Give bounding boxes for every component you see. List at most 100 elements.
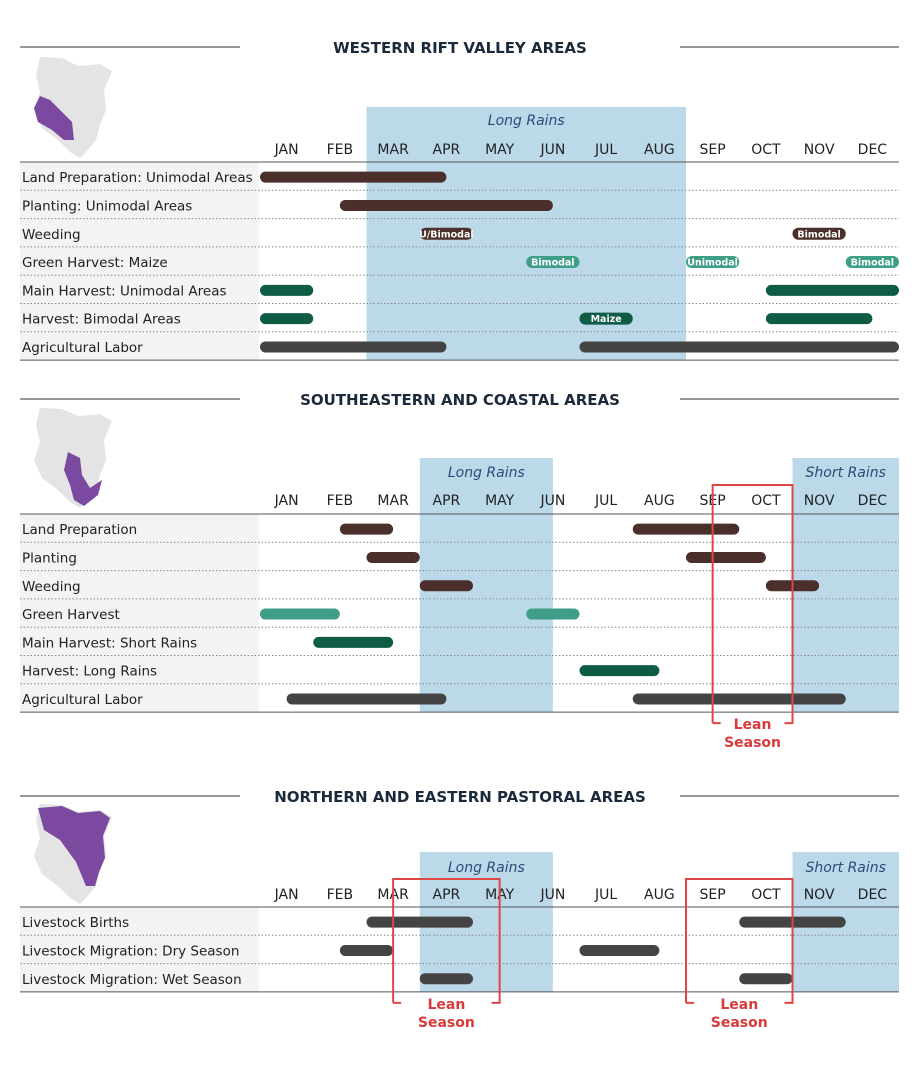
activity-bar [765,313,873,325]
lean-label-line: Lean [734,717,772,733]
map-region [38,806,110,886]
activity-bar [313,636,394,648]
lean-season-bracket [711,484,794,725]
activity-bar [366,916,473,928]
lean-season-label: Lean Season [724,717,781,751]
month-label: NOV [804,142,835,158]
lean-label-line: Lean [427,997,465,1013]
row-label-background [20,162,259,361]
month-label: FEB [327,887,354,903]
month-label: SEP [700,887,726,903]
row-label: Harvest: Long Rains [22,664,157,680]
lean-label-line: Season [724,735,781,751]
lean-label-line: Season [711,1015,768,1031]
activity-bar [526,608,580,620]
row-label: Agricultural Labor [22,340,143,356]
activity-bar [632,693,846,705]
month-label: NOV [804,493,835,509]
row-label-background [20,514,259,713]
activity-bar [579,341,899,353]
activity-bar [339,199,553,211]
month-label: JUL [594,142,617,158]
activity-bar [686,256,740,269]
row-label: Green Harvest: Maize [22,255,168,271]
month-label: OCT [751,493,781,509]
row-label-background [20,907,259,992]
month-label: JAN [274,887,299,903]
map-region [34,96,74,140]
month-label: APR [433,142,461,158]
month-label: APR [433,887,461,903]
section-3: NORTHERN AND EASTERN PASTORAL AREAS Long … [20,788,899,1031]
bar-label: Unimodal [687,258,738,269]
map-region [64,452,102,506]
month-label: MAY [485,493,515,509]
lean-season-bracket [392,878,501,1004]
rain-label: Long Rains [448,465,525,481]
rain-label: Long Rains [448,860,525,876]
section-2: SOUTHEASTERN AND COASTAL AREAS Long Rains… [20,391,899,751]
activity-bar [845,256,899,269]
activity-bar [260,608,340,620]
activity-bar [339,523,394,535]
month-label: JAN [274,142,299,158]
month-label: FEB [327,142,354,158]
rain-label: Short Rains [806,465,886,481]
bar-label: U/Bimodal [419,229,474,240]
row-label: Green Harvest [22,607,120,623]
row-label: Planting [22,550,77,566]
rain-band [366,107,686,361]
activity-bar [579,312,633,325]
row-label: Land Preparation [22,522,137,538]
activity-bar [579,665,660,677]
activity-bar [579,944,660,956]
row-label: Livestock Migration: Wet Season [22,972,242,988]
section-1: WESTERN RIFT VALLEY AREAS Long Rains JAN FE… [20,39,899,361]
month-label: JUN [539,142,565,158]
month-label: JUL [594,887,617,903]
activity-bar [260,341,447,353]
month-label: AUG [644,887,675,903]
month-label: SEP [700,142,726,158]
activity-bar [339,944,394,956]
bar-label: Maize [591,314,622,325]
month-label: OCT [751,142,781,158]
activity-bar [419,580,473,592]
row-label: Agricultural Labor [22,692,143,708]
bar-label: Bimodal [531,258,574,269]
activity-bar [686,551,766,563]
activity-bar [260,171,447,183]
month-label: FEB [327,493,354,509]
row-label: Land Preparation: Unimodal Areas [22,170,253,186]
month-label: OCT [751,887,781,903]
row-label: Livestock Births [22,915,129,931]
month-label: JUN [539,493,565,509]
activity-bar [366,551,420,563]
activity-bar [419,227,473,240]
month-label: JUL [594,493,617,509]
row-label: Planting: Unimodal Areas [22,198,192,214]
map-outline [34,57,112,158]
row-label: Harvest: Bimodal Areas [22,312,181,328]
section-title: WESTERN RIFT VALLEY AREAS [333,39,587,57]
month-label: DEC [858,887,888,903]
month-label: AUG [644,142,675,158]
bar-label: Bimodal [797,229,840,240]
row-label: Main Harvest: Short Rains [22,635,197,651]
month-label: AUG [644,493,675,509]
lean-label-line: Lean [720,997,758,1013]
activity-bar [419,973,473,985]
month-label: APR [433,493,461,509]
rain-label: Long Rains [488,113,565,129]
row-label: Main Harvest: Unimodal Areas [22,283,227,299]
month-label: MAR [377,493,409,509]
activity-bar [526,256,580,269]
section-title: SOUTHEASTERN AND COASTAL AREAS [300,391,620,409]
month-label: MAR [377,142,409,158]
bar-label: Bimodal [851,258,894,269]
month-label: NOV [804,887,835,903]
activity-bar [765,284,899,296]
activity-bar [792,227,846,240]
activity-bar [260,284,314,296]
